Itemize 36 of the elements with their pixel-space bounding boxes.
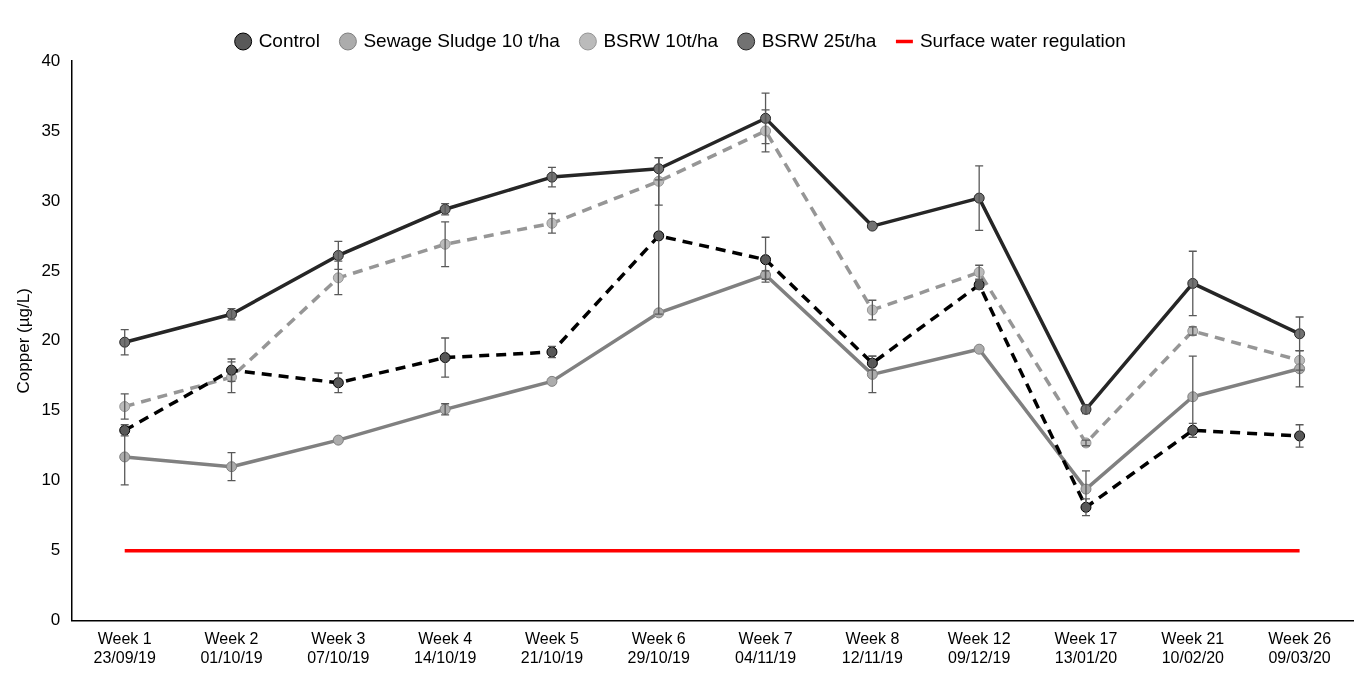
y-tick-label: 35 [41, 120, 61, 140]
point [653, 230, 665, 242]
x-tick-label: Week 17 13/01/20 [1054, 629, 1118, 666]
x-tick-label: Week 21 10/02/20 [1161, 629, 1225, 666]
y-tick-label: 5 [50, 540, 61, 560]
point [546, 375, 558, 387]
point [332, 377, 344, 389]
x-tick-label: Week 5 21/10/19 [520, 629, 584, 666]
legend-label: Sewage Sludge 10 t/ha [363, 29, 561, 51]
point [973, 343, 985, 355]
x-tick-label: Week 1 23/09/19 [93, 629, 156, 666]
x-tick-label: Week 26 09/03/20 [1268, 629, 1332, 666]
point [866, 220, 878, 232]
y-tick-label: 20 [41, 330, 61, 350]
x-tick-label: Week 12 09/12/19 [947, 629, 1011, 666]
legend-label: Surface water regulation [919, 29, 1126, 51]
x-tick-label: Week 7 04/11/19 [735, 629, 797, 666]
y-tick-label: 25 [41, 260, 61, 280]
legend-label: BSRW 10t/ha [603, 29, 719, 51]
x-tick-label: Week 3 07/10/19 [307, 629, 370, 666]
x-tick-label: Week 6 29/10/19 [627, 629, 690, 666]
point [226, 364, 238, 376]
point [332, 434, 344, 446]
legend-label: Control [258, 29, 320, 51]
y-tick-label: 0 [50, 610, 61, 630]
point [1294, 430, 1306, 442]
legend-label: BSRW 25t/ha [761, 29, 877, 51]
x-tick-label: Week 8 12/11/19 [841, 629, 904, 666]
y-axis-title: Copper (µg/L) [13, 288, 33, 394]
y-tick-label: 10 [41, 470, 61, 490]
x-tick-label: Week 2 01/10/19 [200, 629, 263, 666]
x-tick-label: Week 4 14/10/19 [414, 629, 477, 666]
y-tick-label: 15 [41, 400, 61, 420]
y-tick-label: 30 [41, 190, 61, 210]
y-tick-label: 40 [41, 50, 61, 70]
point [760, 254, 772, 266]
